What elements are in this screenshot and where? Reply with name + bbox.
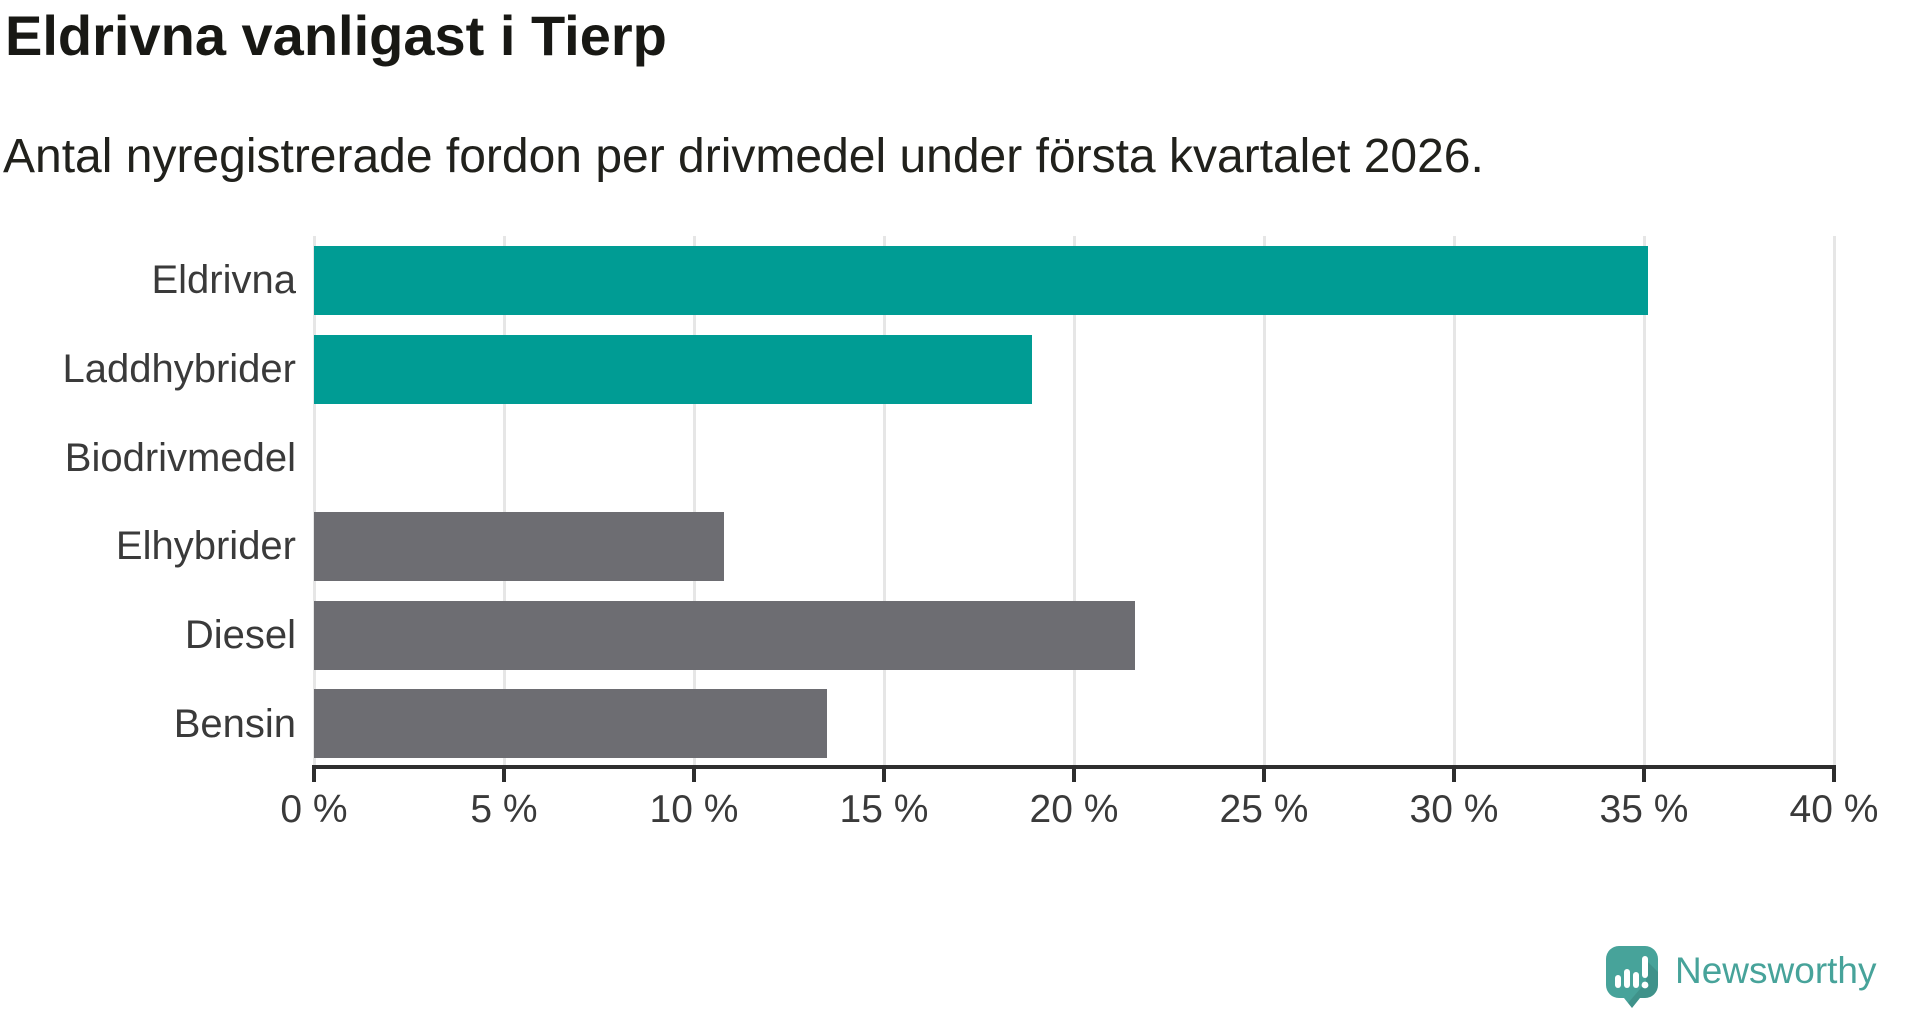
category-label: Eldrivna: [151, 258, 296, 303]
bar-row: [314, 236, 1834, 325]
x-axis-tick: [692, 769, 696, 782]
gridline: [502, 236, 506, 767]
x-axis-tick-label: 30 %: [1409, 788, 1499, 831]
bar-laddhybrider: [314, 334, 1033, 404]
bar-row: [314, 502, 1834, 591]
x-axis-tick-label: 35 %: [1599, 788, 1689, 831]
bar-row: [314, 325, 1834, 414]
gridline: [1642, 236, 1646, 767]
bar-plot-area: [314, 236, 1834, 768]
bar-row: [314, 591, 1834, 680]
x-axis-tick-label: 0 %: [280, 788, 348, 831]
x-axis-tick-label: 20 %: [1029, 788, 1119, 831]
x-axis-tick: [1642, 769, 1646, 782]
x-axis-tick: [1832, 769, 1836, 782]
x-axis-tick: [502, 769, 506, 782]
bar-diesel: [314, 600, 1135, 670]
x-axis-tick-label: 10 %: [649, 788, 739, 831]
chart-subtitle: Antal nyregistrerade fordon per drivmede…: [3, 130, 1484, 183]
gridline: [882, 236, 886, 767]
x-axis-tick-label: 25 %: [1219, 788, 1309, 831]
x-axis-tick: [312, 769, 316, 782]
bar-row: [314, 679, 1834, 768]
x-axis-tick: [1072, 769, 1076, 782]
gridline: [312, 236, 316, 767]
gridline: [1452, 236, 1456, 767]
chart-title: Eldrivna vanligast i Tierp: [5, 4, 667, 67]
x-axis-tick: [1262, 769, 1266, 782]
x-axis-tick-label: 40 %: [1789, 788, 1879, 831]
category-axis: Eldrivna Laddhybrider Biodrivmedel Elhybrid…: [0, 236, 297, 768]
bar-eldrivna: [314, 245, 1648, 315]
x-axis-line: [312, 765, 1836, 769]
bar-row: [314, 413, 1834, 502]
x-axis-tick: [882, 769, 886, 782]
gridline: [1262, 236, 1266, 767]
x-axis-tick: [1452, 769, 1456, 782]
newsworthy-logo-icon: [1606, 946, 1658, 1008]
gridline: [1072, 236, 1076, 767]
category-label: Bensin: [173, 701, 296, 746]
category-label: Elhybrider: [115, 524, 296, 569]
gridline: [1832, 236, 1836, 767]
x-axis-tick-label: 15 %: [839, 788, 929, 831]
newsworthy-logo-text: Newsworthy: [1675, 950, 1877, 991]
bar-elhybrider: [314, 511, 725, 581]
bar-bensin: [314, 689, 827, 759]
newsworthy-logo: Newsworthy: [1606, 946, 1877, 1008]
category-label: Laddhybrider: [62, 347, 297, 391]
category-label: Diesel: [184, 613, 296, 658]
x-axis-tick-label: 5 %: [470, 788, 538, 831]
category-label: Biodrivmedel: [64, 435, 296, 480]
gridline: [692, 236, 696, 767]
